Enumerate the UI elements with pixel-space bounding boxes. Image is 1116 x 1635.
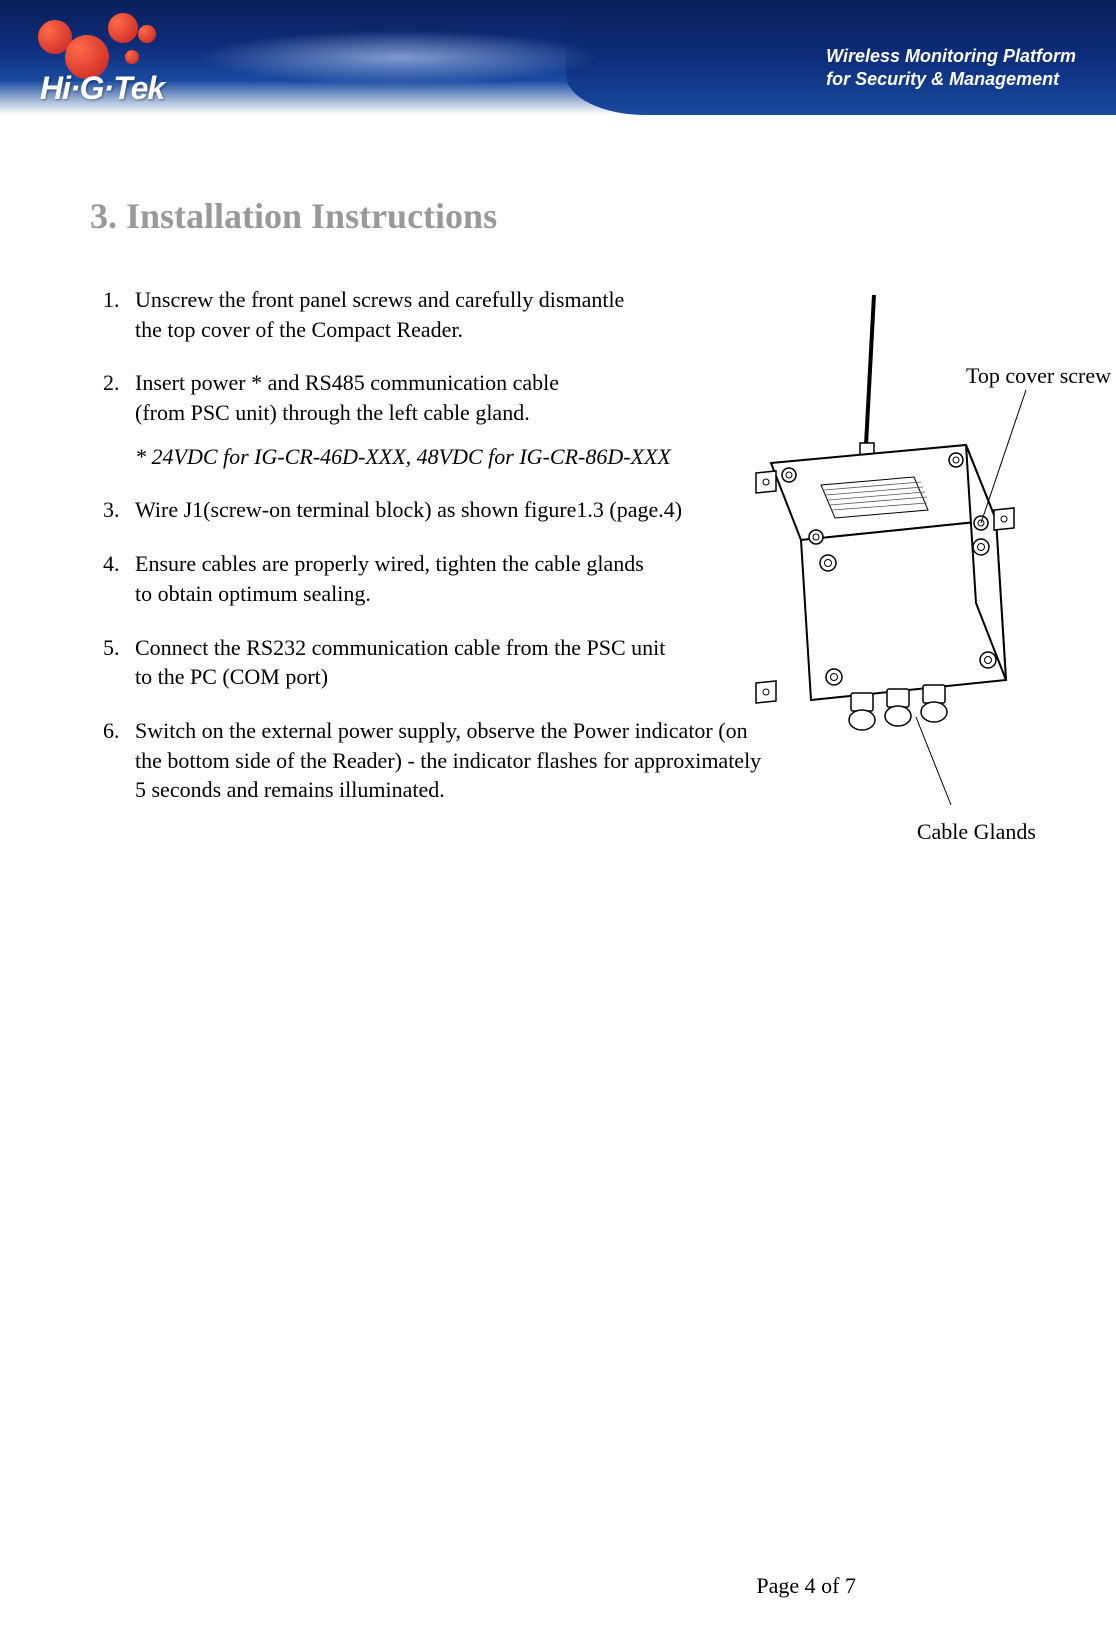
figure-label-top: Top cover screw (966, 363, 1111, 389)
logo-area: Hi·G·Tek (20, 15, 120, 95)
tagline: Wireless Monitoring Platform for Securit… (826, 45, 1076, 90)
tagline-line1: Wireless Monitoring Platform (826, 46, 1076, 66)
content-area: 3. Installation Instructions Unscrew the… (0, 115, 1116, 805)
header-banner: Hi·G·Tek Wireless Monitoring Platform fo… (0, 0, 1116, 115)
page-title: 3. Installation Instructions (90, 195, 1026, 237)
page-number: Page 4 of 7 (756, 1573, 856, 1599)
logo-text: Hi·G·Tek (40, 70, 164, 107)
device-figure: Top cover screw Cable Glands (716, 285, 1056, 865)
tagline-line2: for Security & Management (826, 69, 1059, 89)
figure-label-bottom: Cable Glands (917, 819, 1036, 845)
header-lightband (200, 30, 600, 85)
body-layout: Unscrew the front panel screws and caref… (90, 285, 1026, 805)
